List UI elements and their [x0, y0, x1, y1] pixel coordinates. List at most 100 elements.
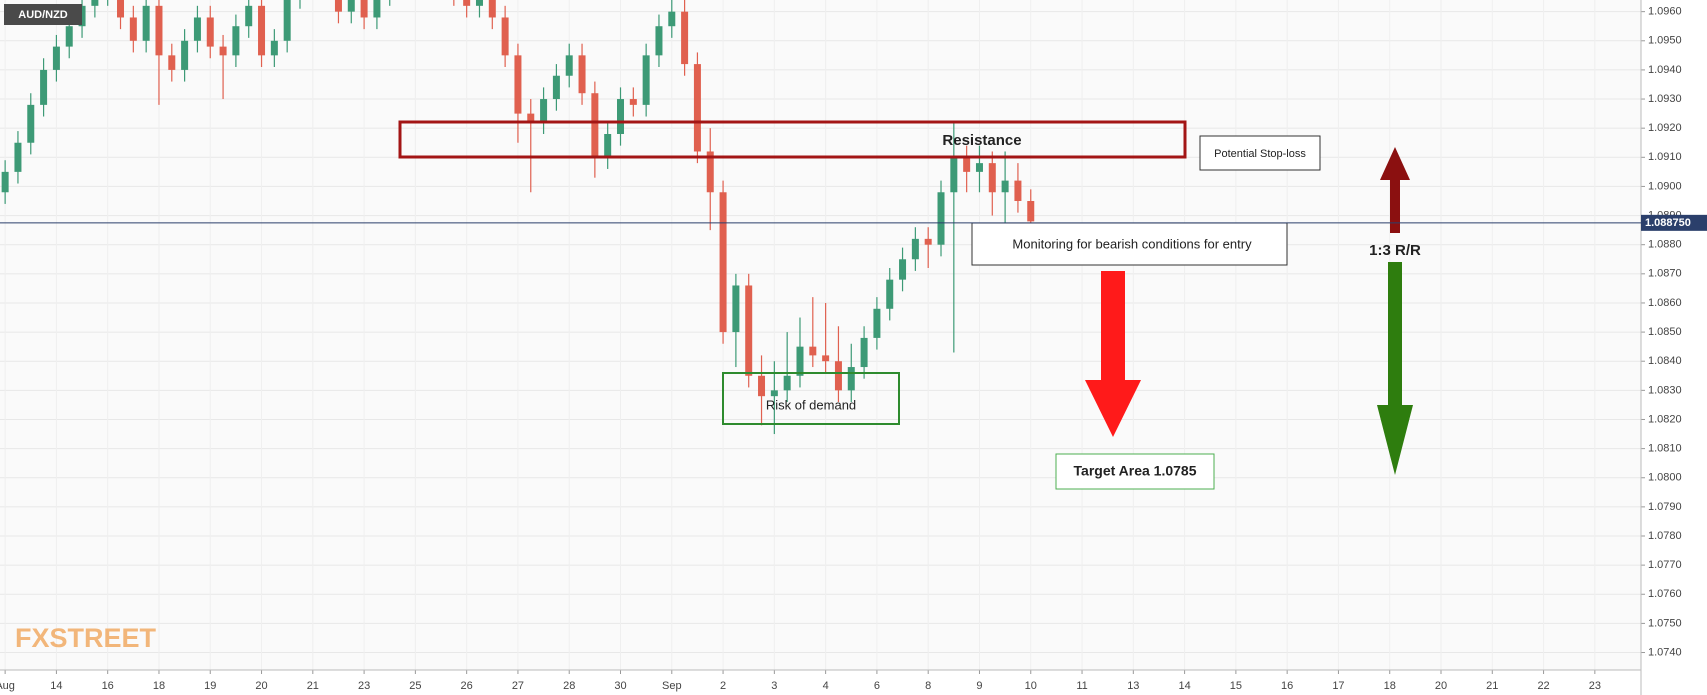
watermark: FXSTREET — [15, 623, 157, 653]
candle-body — [1001, 180, 1009, 193]
x-tick-label: 19 — [204, 680, 216, 692]
candle-body — [758, 375, 766, 397]
candle-body — [206, 17, 214, 47]
x-tick-label: 18 — [153, 680, 165, 692]
price-axis-background — [1641, 0, 1707, 695]
candles — [1, 0, 1035, 435]
candle-body — [655, 26, 663, 56]
x-tick-label: 10 — [1025, 680, 1037, 692]
candle-body — [668, 11, 676, 27]
candle-body — [129, 17, 137, 41]
candle-body — [475, 0, 483, 6]
candle-body — [963, 157, 971, 172]
y-tick-label: 1.0930 — [1648, 93, 1682, 105]
candle-body — [347, 0, 355, 12]
candle-body — [65, 26, 73, 47]
candle-body — [886, 279, 894, 309]
y-tick-label: 1.0790 — [1648, 501, 1682, 513]
y-tick-label: 1.0810 — [1648, 443, 1682, 455]
candle-body — [604, 134, 612, 158]
candle-body — [181, 40, 189, 70]
resistance-zone — [398, 120, 1187, 159]
candle-body — [91, 0, 99, 6]
candle-body — [642, 55, 650, 105]
x-tick-label: 2 — [720, 680, 726, 692]
candle-body — [1027, 201, 1035, 222]
symbol-title: AUD/NZD — [18, 9, 68, 21]
candle-body — [783, 375, 791, 391]
candle-body — [629, 99, 637, 105]
candle-body — [232, 26, 240, 56]
candle-body — [924, 238, 932, 245]
x-tick-label: 23 — [1589, 680, 1601, 692]
y-tick-label: 1.0920 — [1648, 122, 1682, 134]
x-tick-label: 25 — [409, 680, 421, 692]
axes: 1.0740 1.0750 1.0760 1.0770 1.0780 1.0790 1.08… — [0, 6, 1682, 692]
stop-loss-label: Potential Stop-loss — [1214, 148, 1306, 160]
x-tick-label: 16 — [102, 680, 114, 692]
y-tick-label: 1.0900 — [1648, 180, 1682, 192]
y-tick-label: 1.0820 — [1648, 413, 1682, 425]
candle-body — [52, 46, 60, 70]
candle-body — [540, 99, 548, 123]
x-tick-label: 22 — [1537, 680, 1549, 692]
y-tick-label: 1.0780 — [1648, 530, 1682, 542]
candle-body — [911, 238, 919, 260]
y-tick-label: 1.0940 — [1648, 64, 1682, 76]
last-price-badge — [1641, 214, 1707, 231]
last-price: 1.088750 — [0, 214, 1707, 231]
y-tick-label: 1.0870 — [1648, 268, 1682, 280]
demand-label: Risk of demand — [766, 397, 856, 412]
candle-body — [1, 171, 9, 193]
candle-body — [463, 0, 471, 6]
x-tick-label: Sep — [662, 680, 682, 692]
candle-body — [681, 11, 689, 65]
candle-body — [860, 337, 868, 368]
candle-body — [834, 361, 842, 391]
symbol-badge — [4, 4, 82, 25]
candle-body — [270, 40, 278, 56]
x-tick-label: 26 — [461, 680, 473, 692]
time-axis-background — [0, 670, 1641, 695]
resistance-label: Resistance — [942, 132, 1021, 149]
candle-body — [809, 346, 817, 356]
stop-loss-box — [1199, 135, 1321, 171]
y-tick-label: 1.0850 — [1648, 326, 1682, 338]
x-tick-label: 21 — [1486, 680, 1498, 692]
monitoring-box — [971, 222, 1288, 266]
candle-body — [527, 113, 535, 123]
candle-body — [873, 308, 881, 338]
candle-body — [168, 55, 176, 70]
stop-arrow — [1380, 147, 1410, 233]
candle-body — [283, 0, 291, 41]
last-price-label: 1.088750 — [1645, 217, 1691, 229]
down-arrow — [1085, 271, 1141, 437]
candle-body — [514, 55, 522, 114]
y-tick-label: 1.0830 — [1648, 384, 1682, 396]
candle-body — [975, 163, 983, 172]
candle-body — [193, 17, 201, 41]
candle-body — [258, 5, 266, 56]
x-tick-label: 9 — [976, 680, 982, 692]
candle-body — [706, 151, 714, 193]
y-tick-label: 1.0760 — [1648, 588, 1682, 600]
x-tick-label: 13 — [1127, 680, 1139, 692]
candle-body — [578, 55, 586, 94]
candle-body — [360, 0, 368, 18]
candle-body — [488, 0, 496, 18]
y-tick-label: 1.0960 — [1648, 6, 1682, 18]
x-tick-label: 15 — [1230, 680, 1242, 692]
candle-body — [565, 55, 573, 76]
candle-body — [847, 367, 855, 391]
y-tick-label: 1.0910 — [1648, 151, 1682, 163]
grid — [0, 0, 1641, 670]
candle-body — [27, 104, 35, 143]
y-tick-label: 1.0740 — [1648, 646, 1682, 658]
candle-body — [745, 285, 753, 376]
candle-body — [245, 5, 253, 27]
candle-body — [1014, 180, 1022, 201]
candle-body — [142, 5, 150, 41]
candle-body — [552, 75, 560, 100]
candle-body — [117, 0, 125, 18]
